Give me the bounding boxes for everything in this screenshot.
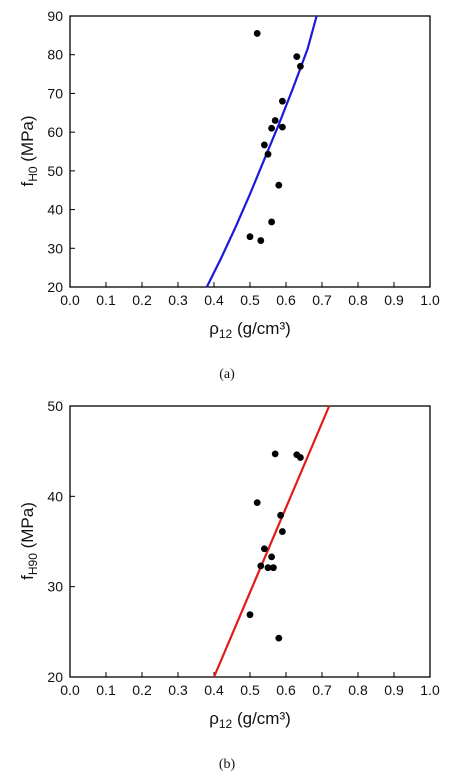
chart-b-data-point: [253, 499, 261, 507]
chart-b-y-tick-label: 40: [47, 488, 63, 504]
chart-a-x-ticks: 0.0 0.1 0.2 0.3 0.4 0.5 0.6 0.7 0.8 0.9 1.0: [60, 282, 440, 308]
chart-a-x-axis-title: ρ12 (g/cm³): [209, 319, 291, 341]
chart-a-data-point: [253, 30, 261, 37]
chart-b-x-tick-label: 1.0: [420, 682, 440, 698]
chart-b-data-point: [277, 511, 284, 519]
chart-b-y-tick-label: 30: [47, 579, 63, 595]
chart-b-data-point: [264, 564, 272, 572]
chart-a-series: [205, 15, 318, 288]
chart-a-data-point: [268, 124, 275, 132]
chart-b-series: [212, 405, 331, 678]
chart-b-y-axis-title: fH90 (MPa): [18, 502, 40, 580]
chart-a-y-tick-label: 20: [47, 279, 63, 295]
chart-b-data-point: [257, 562, 265, 570]
chart-a-data-point: [297, 62, 304, 70]
chart-a-x-tick-label: 0.5: [240, 292, 260, 308]
chart-b-data-point: [297, 454, 304, 461]
chart-a-data-point: [275, 181, 283, 189]
chart-a-y-tick-label: 90: [47, 8, 63, 24]
chart-a-data-point: [264, 150, 272, 158]
chart-b-y-ticks: 20 30 40 50: [47, 398, 75, 685]
chart-a-x-tick-label: 0.2: [132, 292, 152, 308]
chart-a-y-tick-label: 80: [47, 47, 63, 63]
chart-a-x-tick-label: 0.0: [60, 292, 80, 308]
chart-b-x-ticks: 0.0 0.1 0.2 0.3 0.4 0.5 0.6 0.7 0.8 0.9 1.0: [60, 672, 440, 698]
chart-a: 0.0 0.1 0.2 0.3 0.4 0.5 0.6 0.7 0.8 0.9 1.0 20 30 40…: [18, 8, 440, 382]
chart-b-fit-line: [212, 405, 331, 678]
chart-b-plot-area: [69, 405, 431, 678]
chart-a-x-tick-label: 0.4: [204, 292, 224, 308]
chart-a-y-tick-label: 60: [47, 124, 63, 140]
chart-a-x-tick-label: 0.3: [168, 292, 188, 308]
chart-a-y-ticks: 20 30 40 50 60 70 80 90: [47, 8, 75, 295]
chart-a-x-tick-label: 0.7: [312, 292, 332, 308]
chart-a-fit-line: [205, 15, 318, 288]
chart-a-x-tick-label: 0.1: [96, 292, 116, 308]
chart-b-x-tick-label: 0.0: [60, 682, 80, 698]
chart-b-data-point: [246, 611, 254, 619]
chart-a-data-point: [261, 141, 268, 149]
chart-a-data-point: [246, 233, 254, 241]
chart-b-data-point: [270, 564, 277, 572]
chart-a-plot-area: [69, 15, 431, 288]
chart-a-x-tick-label: 0.8: [348, 292, 368, 308]
chart-a-data-point: [279, 123, 286, 131]
chart-b-y-tick-label: 50: [47, 398, 63, 414]
chart-a-y-tick-label: 70: [47, 85, 63, 101]
chart-b: 0.0 0.1 0.2 0.3 0.4 0.5 0.6 0.7 0.8 0.9 1.0 20 30 40…: [18, 398, 440, 772]
chart-a-data-point: [257, 237, 265, 244]
chart-b-data-point: [275, 634, 283, 642]
chart-a-data-point: [293, 53, 301, 61]
chart-b-data-point: [261, 545, 268, 553]
chart-b-y-tick-label: 20: [47, 669, 63, 685]
chart-b-x-axis-title: ρ12 (g/cm³): [209, 709, 291, 731]
chart-a-y-tick-label: 50: [47, 163, 63, 179]
chart-b-x-tick-label: 0.5: [240, 682, 260, 698]
chart-a-y-axis-title: fH0 (MPa): [18, 115, 40, 186]
chart-b-data-point: [279, 528, 286, 535]
chart-a-x-tick-label: 0.6: [276, 292, 296, 308]
chart-b-x-tick-label: 0.9: [384, 682, 404, 698]
chart-b-x-tick-label: 0.1: [96, 682, 116, 698]
chart-a-data-point: [279, 97, 286, 105]
chart-b-data-point: [271, 450, 279, 458]
chart-b-x-tick-label: 0.7: [312, 682, 332, 698]
chart-b-x-tick-label: 0.2: [132, 682, 152, 698]
chart-a-x-tick-label: 1.0: [420, 292, 440, 308]
chart-b-x-tick-label: 0.3: [168, 682, 188, 698]
chart-a-y-tick-label: 40: [47, 202, 63, 218]
chart-b-x-tick-label: 0.8: [348, 682, 368, 698]
chart-a-caption: (a): [219, 367, 235, 382]
chart-a-data-point: [268, 218, 275, 226]
chart-b-caption: (b): [219, 757, 236, 772]
chart-a-data-point: [271, 117, 279, 124]
chart-a-x-tick-label: 0.9: [384, 292, 404, 308]
chart-a-y-tick-label: 30: [47, 240, 63, 256]
chart-b-data-point: [268, 553, 275, 561]
chart-b-x-tick-label: 0.4: [204, 682, 224, 698]
chart-b-x-tick-label: 0.6: [276, 682, 296, 698]
